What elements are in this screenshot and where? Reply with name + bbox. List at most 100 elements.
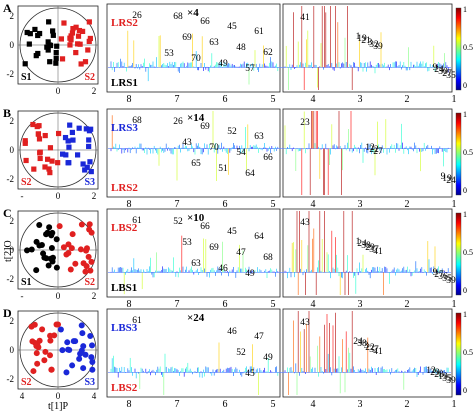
score-point bbox=[26, 41, 32, 47]
score-point bbox=[80, 365, 87, 372]
peak-label: 12 bbox=[426, 366, 436, 376]
score-point bbox=[49, 254, 56, 261]
peak-label: 21 bbox=[361, 36, 371, 46]
score-ytick: 0 bbox=[10, 40, 15, 50]
score-point bbox=[89, 366, 96, 373]
ppm-tick: 3 bbox=[358, 199, 363, 210]
peak-label: 36 bbox=[438, 272, 448, 282]
score-point bbox=[23, 157, 29, 164]
score-point bbox=[48, 366, 55, 373]
score-point bbox=[24, 247, 31, 254]
peak-label: 19 bbox=[357, 34, 367, 44]
score-point bbox=[67, 266, 74, 273]
score-point bbox=[65, 241, 72, 248]
score-point bbox=[50, 28, 56, 34]
score-ytick: 0 bbox=[10, 245, 15, 255]
score-point bbox=[62, 134, 69, 141]
spectrum-frame-left bbox=[106, 108, 281, 198]
colorbar-tick: 1 bbox=[463, 5, 467, 14]
score-ytick: 0 bbox=[10, 345, 15, 355]
score-plot: 2 0 -2- 0 2 t[2]O S1 S2 bbox=[3, 210, 99, 301]
score-xtick: 0 bbox=[56, 86, 61, 96]
loading-spectrum: 8 7 6 5 4 3 2 1LBS3LBS2×24614947455246434139373… bbox=[106, 308, 457, 410]
spectrum-bottom-label: LBS1 bbox=[111, 282, 137, 294]
peak-label: 19 bbox=[438, 372, 448, 382]
peak-label: 26 bbox=[173, 117, 183, 127]
peak-label: 46 bbox=[218, 264, 228, 274]
score-point bbox=[22, 61, 28, 67]
score-point bbox=[88, 126, 94, 132]
score-xtick: 2 bbox=[92, 86, 97, 96]
peak-label: 30 bbox=[438, 67, 448, 77]
score-xtick: 4 bbox=[20, 391, 25, 401]
score-point bbox=[75, 33, 82, 39]
score-point bbox=[77, 41, 83, 47]
ppm-tick: 7 bbox=[175, 299, 180, 310]
colorbar-tick: 1 bbox=[463, 310, 467, 319]
score-point bbox=[87, 333, 94, 340]
score-point bbox=[36, 30, 43, 37]
ppm-tick: 3 bbox=[358, 299, 363, 310]
peak-label: 9 bbox=[433, 63, 438, 73]
score-point bbox=[66, 144, 72, 150]
score-point bbox=[53, 236, 60, 243]
score-point bbox=[82, 59, 89, 65]
peak-label: 49 bbox=[218, 59, 228, 69]
zoom-factor: ×10 bbox=[187, 212, 205, 224]
peak-label: 45 bbox=[227, 22, 237, 32]
colorbar: 10.50 bbox=[455, 5, 473, 91]
score-point bbox=[88, 354, 95, 361]
score-ytick: 0 bbox=[10, 145, 15, 155]
spectrum-frame-left bbox=[106, 208, 281, 298]
colorbar-gradient bbox=[455, 212, 462, 296]
score-point bbox=[80, 161, 86, 167]
peak-label: 35 bbox=[446, 71, 456, 81]
score-point bbox=[29, 338, 36, 345]
score-point bbox=[35, 50, 41, 57]
peak-label: 48 bbox=[236, 43, 246, 53]
colorbar-tick: 0 bbox=[463, 386, 467, 395]
score-point bbox=[58, 36, 65, 42]
peak-label: 19 bbox=[442, 174, 452, 184]
score-ylabel: t[2]O bbox=[3, 240, 14, 262]
score-ytick: 2 bbox=[10, 116, 15, 126]
spectrum-top-label: LRS2 bbox=[111, 17, 138, 29]
peak-label: 28 bbox=[434, 370, 444, 380]
score-point bbox=[79, 28, 86, 35]
panel-letter: C bbox=[3, 206, 12, 220]
score-point bbox=[22, 140, 28, 146]
score-plot: 2 0 -2 4 0 4 t[1]P S2 S3 bbox=[7, 310, 99, 412]
score-point bbox=[27, 31, 33, 37]
peak-label: 9 bbox=[441, 172, 446, 182]
score-point bbox=[34, 360, 41, 367]
score-point bbox=[78, 61, 84, 67]
score-point bbox=[47, 59, 53, 65]
spectrum-bottom-label: LRS2 bbox=[111, 182, 138, 194]
score-point bbox=[76, 355, 83, 362]
peak-label: 3 bbox=[364, 341, 369, 351]
score-point bbox=[73, 24, 79, 30]
score-point bbox=[59, 347, 66, 354]
spectrum-top-label: LBS2 bbox=[111, 222, 138, 234]
panel-letter: D bbox=[3, 306, 12, 320]
panel-letter: B bbox=[3, 106, 11, 120]
ppm-tick: 3 bbox=[358, 399, 363, 410]
peak-label: 24 bbox=[353, 337, 363, 347]
score-ytick: 2 bbox=[10, 316, 15, 326]
colorbar-tick: 0.5 bbox=[463, 248, 473, 257]
score-point bbox=[22, 138, 28, 144]
score-xtick: 0 bbox=[56, 191, 61, 201]
colorbar-gradient bbox=[455, 312, 462, 396]
peak-label: 68 bbox=[173, 12, 183, 22]
score-ytick: -2 bbox=[7, 274, 15, 284]
score-point bbox=[47, 42, 54, 49]
ppm-tick: 1 bbox=[452, 399, 457, 410]
peak-label: 9 bbox=[433, 268, 438, 278]
colorbar: 10.50 bbox=[455, 310, 473, 396]
peak-label: 24 bbox=[434, 65, 444, 75]
peak-label: 61 bbox=[132, 316, 142, 326]
score-point bbox=[78, 221, 85, 228]
peak-label: 41 bbox=[373, 247, 383, 257]
colorbar-tick: 1 bbox=[463, 110, 467, 119]
score-point bbox=[72, 260, 79, 267]
